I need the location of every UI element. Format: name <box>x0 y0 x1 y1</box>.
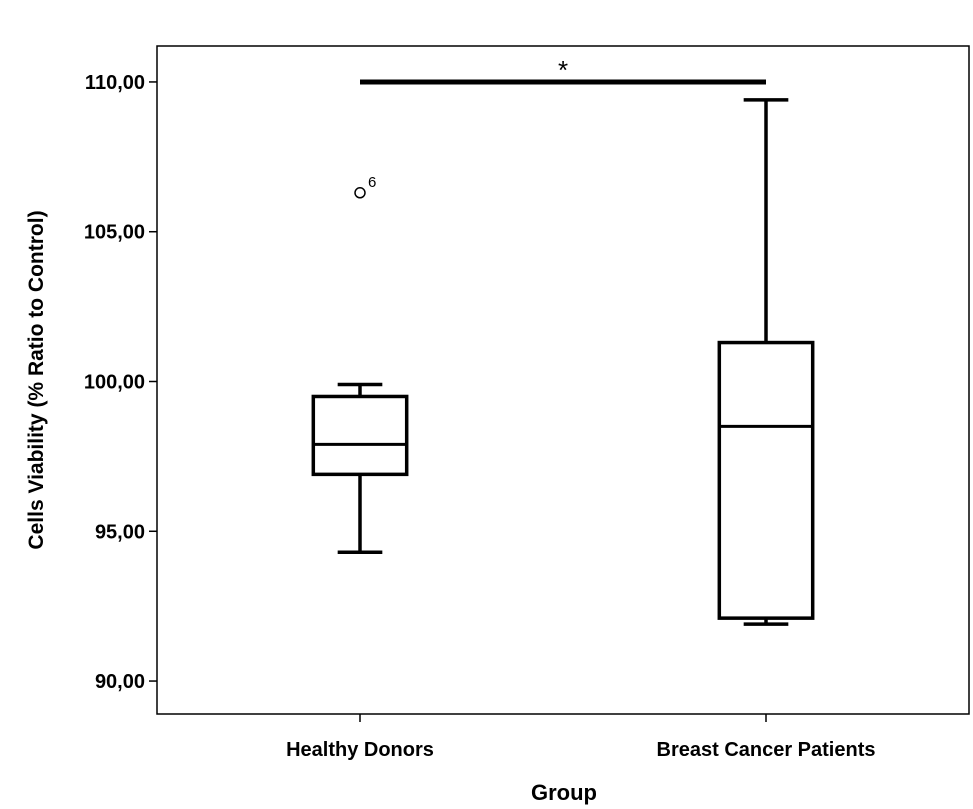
x-axis-title: Group <box>531 780 597 805</box>
significance-label: * <box>558 55 568 85</box>
y-axis: 90,00 95,00 100,00 105,00 110,00 <box>84 72 157 693</box>
outlier-label: 6 <box>368 174 376 191</box>
x-tick-label: Breast Cancer Patients <box>657 739 876 761</box>
y-tick-label: 95,00 <box>95 521 145 543</box>
x-tick-label: Healthy Donors <box>286 739 434 761</box>
y-tick-label: 90,00 <box>95 671 145 693</box>
plot-area-frame <box>156 45 970 715</box>
box-1: 6 <box>311 174 409 554</box>
box-iqr <box>717 340 815 620</box>
x-axis: Healthy Donors Breast Cancer Patients <box>286 714 875 761</box>
box-2 <box>717 98 815 626</box>
y-tick-label: 105,00 <box>84 222 145 244</box>
y-tick-label: 110,00 <box>85 72 145 94</box>
box-iqr <box>311 394 409 477</box>
significance-annotation: * <box>360 55 766 85</box>
outlier-point <box>354 187 366 199</box>
y-tick-label: 100,00 <box>84 371 145 393</box>
box-series: 6 <box>311 98 815 626</box>
y-axis-title: Cells Viability (% Ratio to Control) <box>25 210 48 549</box>
